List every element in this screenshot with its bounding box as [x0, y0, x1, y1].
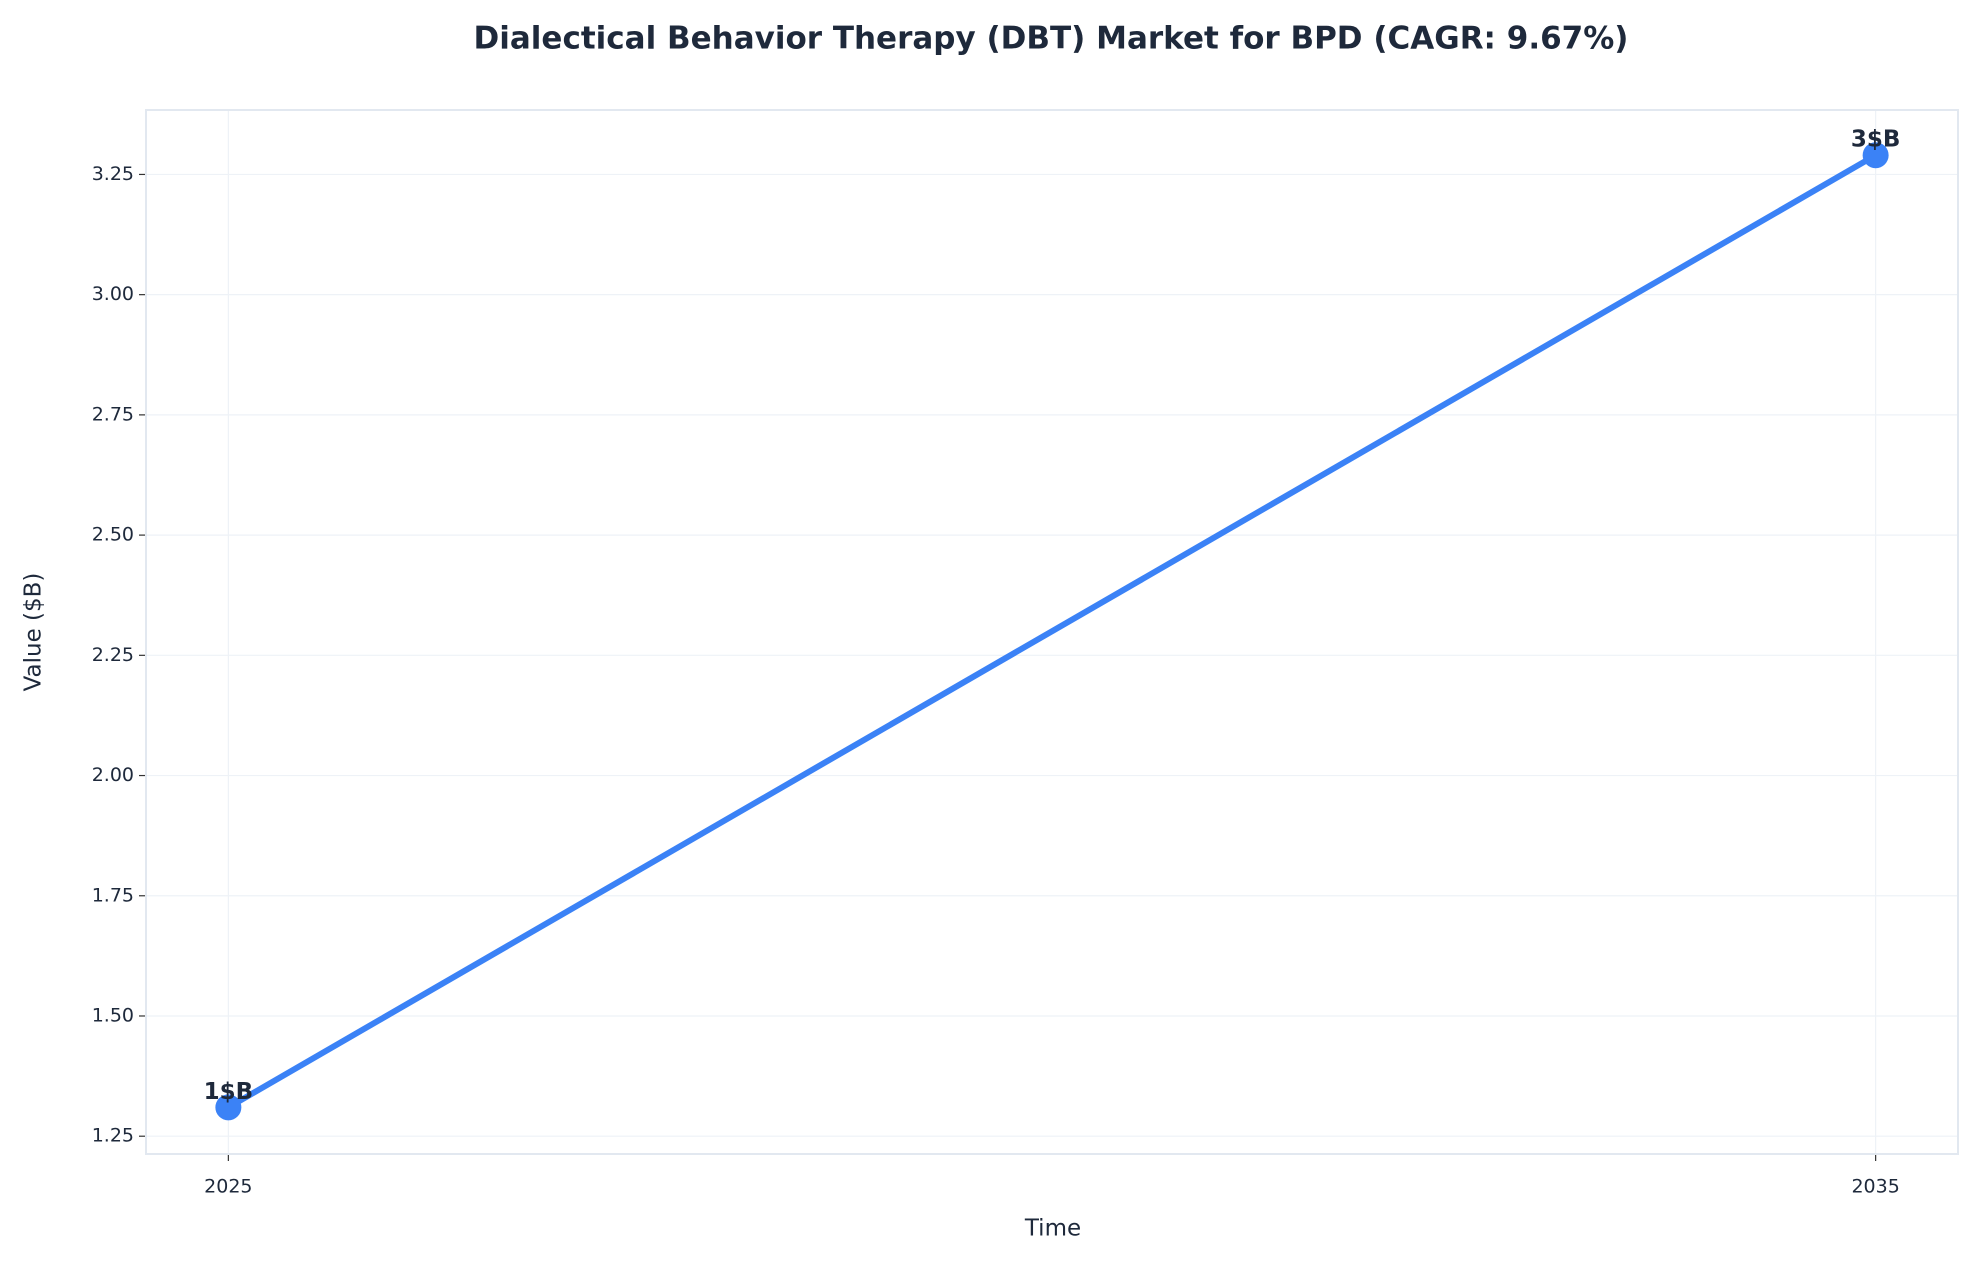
y-tick-label: 3.25: [92, 163, 134, 185]
y-tick-label: 2.00: [92, 764, 134, 786]
point: [1862, 142, 1889, 169]
plot-frame: [145, 109, 1959, 1155]
y-tick-label: 2.25: [92, 644, 134, 666]
point: [215, 1094, 242, 1121]
x-tick-label: 2035: [1851, 1176, 1899, 1198]
y-tick-label: 2.75: [92, 403, 134, 425]
y-tick-label: 1.75: [92, 884, 134, 906]
value-label: 1$B: [204, 1079, 254, 1105]
y-tick-label: 2.50: [92, 524, 134, 546]
y-tick-label: 3.00: [92, 283, 134, 305]
y-axis-label: Value ($B): [21, 573, 47, 692]
x-axis-label: Time: [1024, 1216, 1081, 1242]
x-tick-label: 2025: [204, 1176, 252, 1198]
line: [226, 152, 1878, 1110]
y-tick-label: 1.50: [92, 1004, 134, 1026]
value-label: 3$B: [1851, 127, 1901, 153]
chart-title: Dialectical Behavior Therapy (DBT) Marke…: [474, 21, 1629, 57]
y-tick-label: 1.25: [92, 1125, 134, 1147]
